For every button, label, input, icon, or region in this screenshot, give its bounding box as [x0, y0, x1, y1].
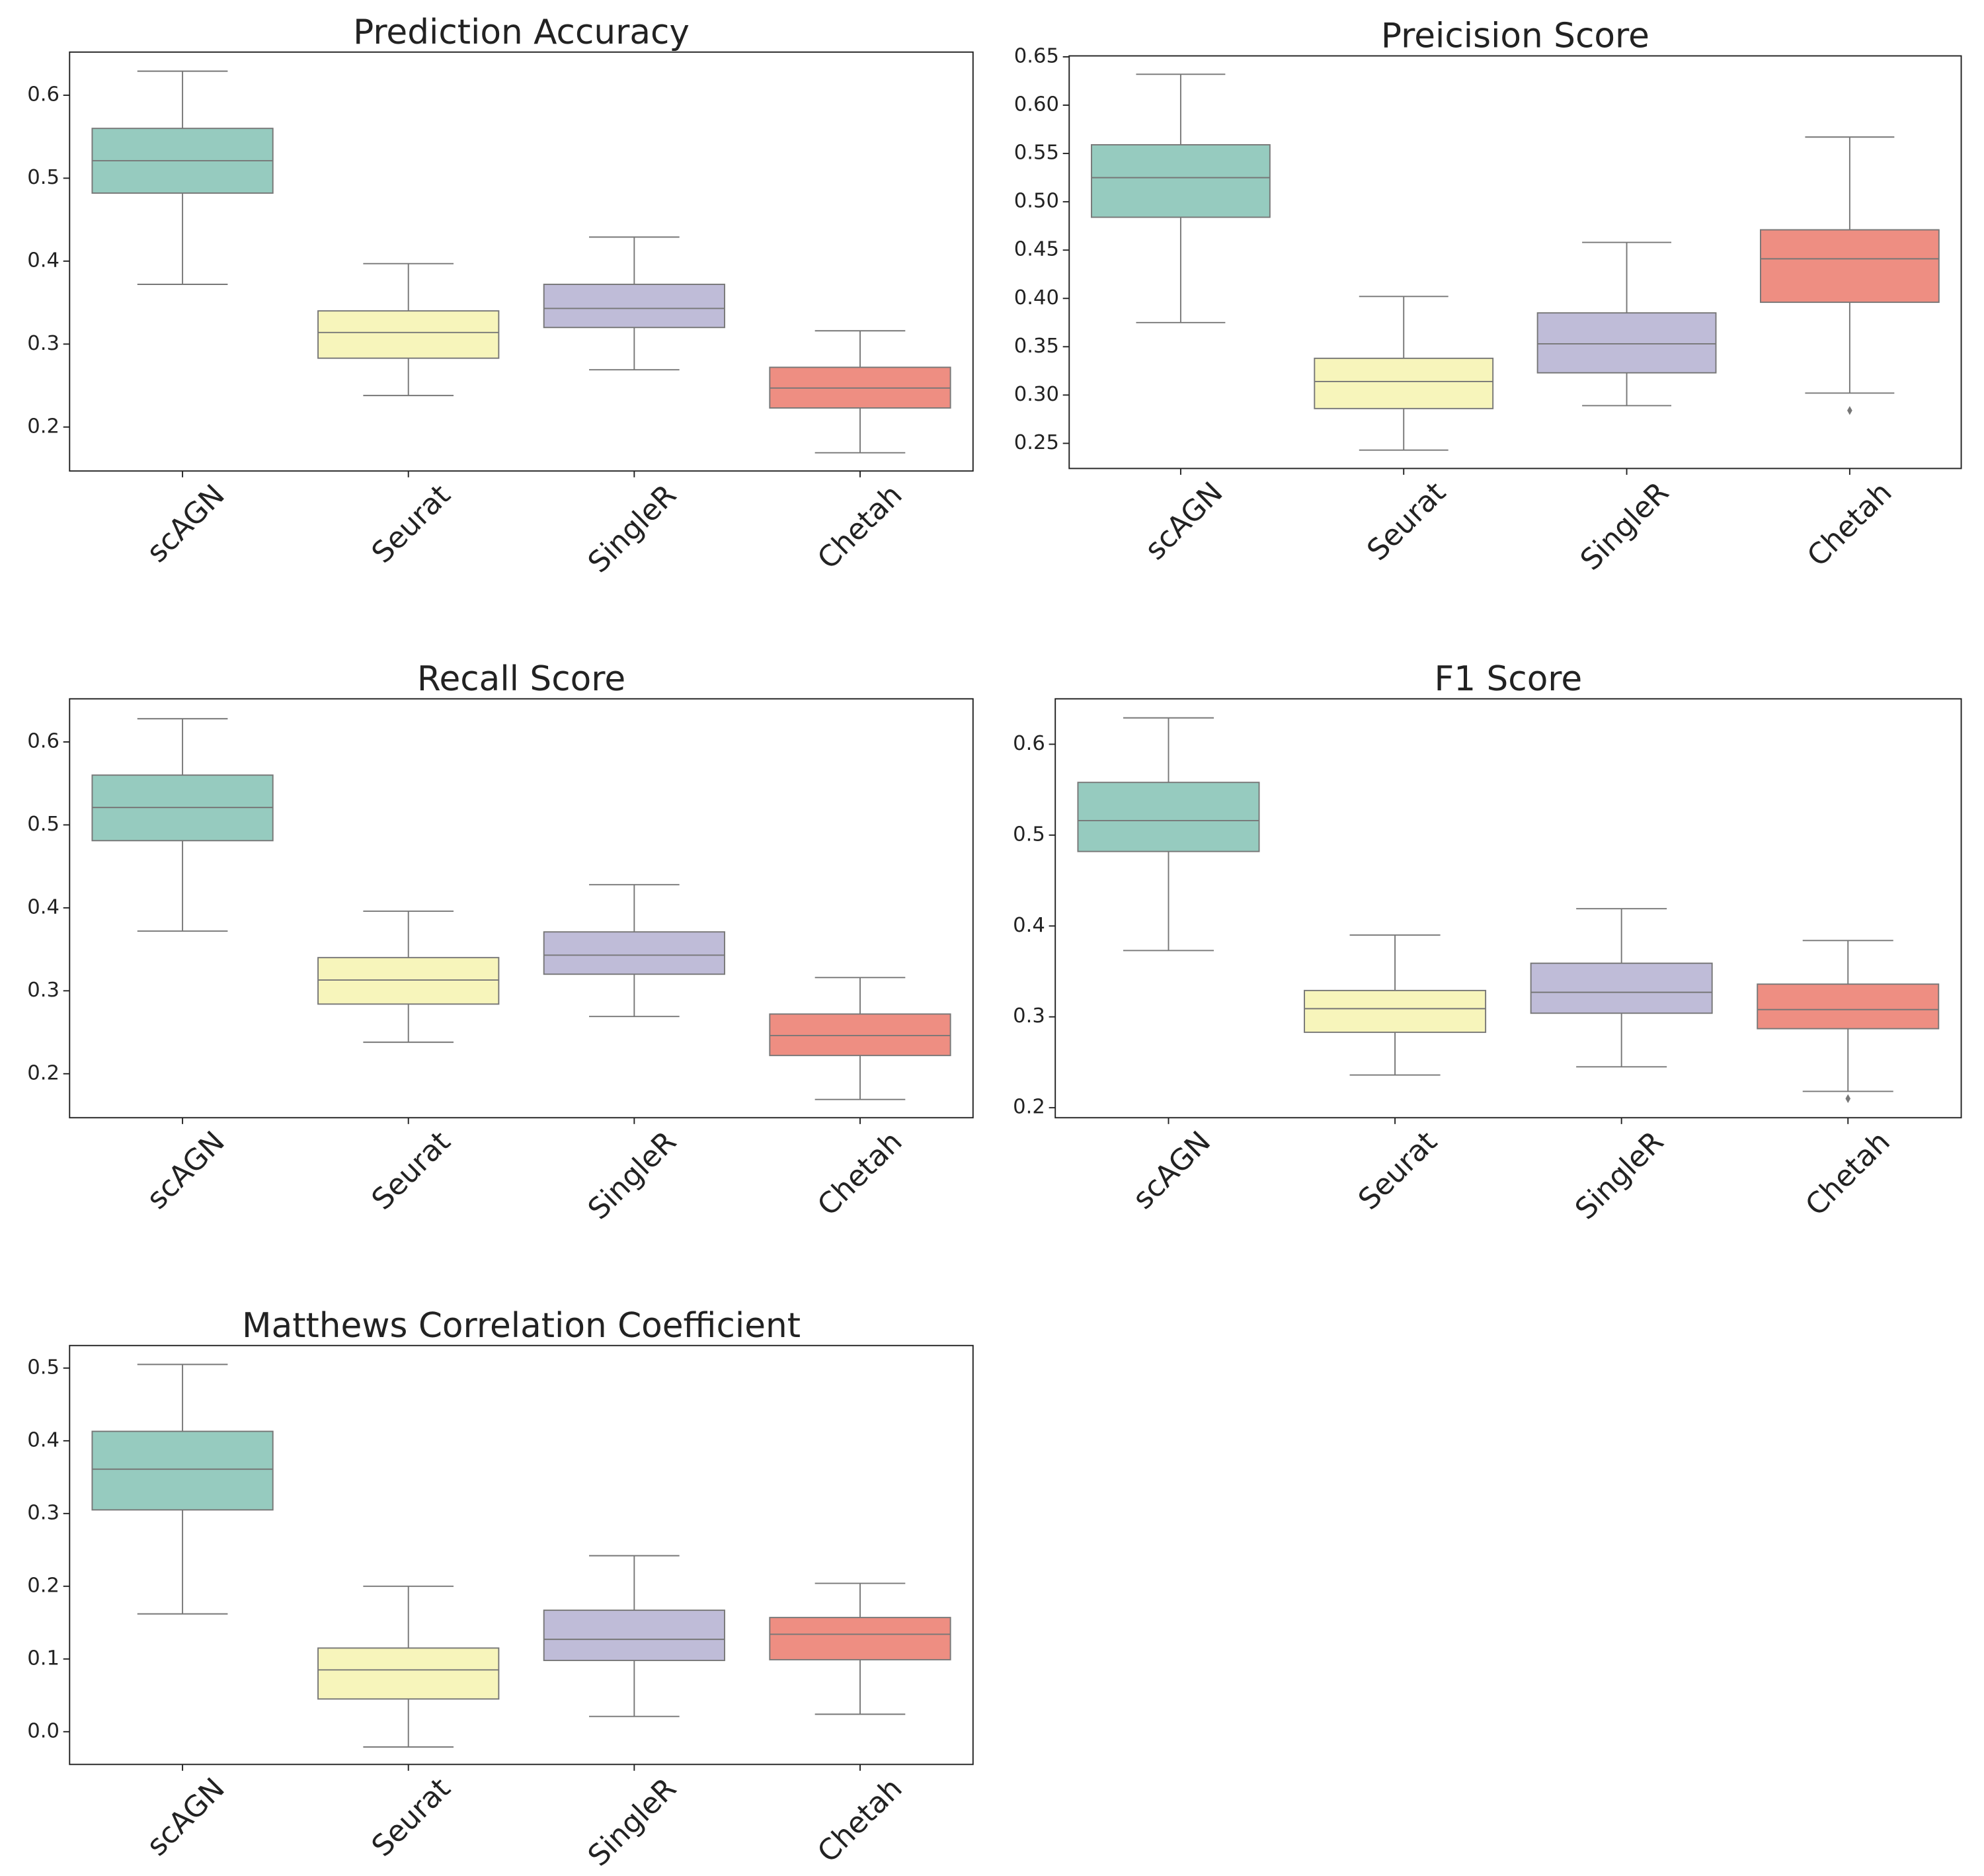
y-tick-label: 0.5 [27, 1356, 60, 1379]
y-tick-label: 0.2 [1013, 1096, 1045, 1119]
x-tick-label: Chetah [811, 1125, 909, 1223]
y-tick-label: 0.3 [1013, 1004, 1045, 1028]
x-tick-label: Seurat [366, 478, 457, 570]
y-tick-label: 0.50 [1014, 190, 1059, 213]
y-tick-label: 0.55 [1014, 142, 1059, 165]
box [317, 1647, 500, 1700]
box [769, 1013, 951, 1057]
x-tick-label: scAGN [1127, 1125, 1217, 1215]
box [1077, 782, 1260, 852]
chart-title: Matthews Correlation Coefficient [242, 1306, 801, 1346]
y-tick-label: 0.45 [1014, 238, 1059, 261]
x-tick-label: Chetah [811, 478, 909, 576]
box [1757, 983, 1940, 1030]
x-tick-label: Seurat [366, 1125, 457, 1217]
y-tick-label: 0.3 [27, 979, 60, 1002]
box [543, 931, 725, 975]
y-tick-label: 0.60 [1014, 93, 1059, 116]
box [1536, 312, 1717, 374]
y-tick-label: 0.5 [27, 166, 60, 189]
x-tick-label: scAGN [140, 1772, 231, 1862]
x-tick-label: SingleR [1574, 475, 1675, 577]
box [543, 1610, 725, 1661]
y-tick-label: 0.65 [1014, 44, 1059, 67]
x-tick-label: SingleR [582, 478, 683, 579]
y-tick-label: 0.30 [1014, 383, 1059, 406]
chart-title: Prediction Accuracy [353, 13, 690, 52]
y-tick-label: 0.5 [1013, 823, 1045, 846]
y-tick-label: 0.25 [1014, 431, 1059, 454]
y-tick-label: 0.35 [1014, 335, 1059, 358]
y-tick-label: 0.40 [1014, 286, 1059, 309]
plot-frame [69, 51, 974, 472]
plot-frame [69, 698, 974, 1119]
y-tick-label: 0.4 [27, 1428, 60, 1451]
x-tick-label: Chetah [1801, 475, 1899, 573]
box [769, 1617, 951, 1660]
outlier [1847, 406, 1852, 415]
box [543, 284, 725, 329]
x-tick-label: scAGN [140, 478, 231, 569]
y-tick-label: 0.4 [27, 895, 60, 918]
y-tick-label: 0.4 [27, 249, 60, 272]
x-tick-label: Seurat [366, 1772, 457, 1863]
y-tick-label: 0.5 [27, 813, 60, 836]
x-tick-label: SingleR [582, 1125, 683, 1226]
y-tick-label: 0.2 [27, 415, 60, 438]
x-tick-label: scAGN [1138, 475, 1229, 566]
chart-title: Recall Score [417, 659, 625, 699]
box [1091, 143, 1271, 218]
plot-frame [69, 1344, 974, 1766]
box [1314, 357, 1494, 409]
x-tick-label: Seurat [1361, 475, 1452, 567]
y-tick-label: 0.1 [27, 1647, 60, 1670]
y-tick-label: 0.6 [27, 83, 60, 106]
x-tick-label: SingleR [1569, 1125, 1670, 1226]
y-tick-label: 0.6 [1013, 732, 1045, 755]
y-tick-label: 0.2 [27, 1574, 60, 1597]
x-tick-label: Chetah [1799, 1125, 1897, 1223]
box [317, 957, 500, 1005]
box [1759, 229, 1940, 304]
chart-title: Preicision Score [1381, 17, 1649, 56]
plot-frame [1054, 698, 1962, 1119]
y-tick-label: 0.4 [1013, 914, 1045, 937]
outlier [1845, 1094, 1851, 1104]
x-tick-label: SingleR [582, 1772, 683, 1873]
box [91, 1430, 274, 1511]
y-tick-label: 0.3 [27, 1501, 60, 1524]
plot-frame [1068, 55, 1962, 469]
y-tick-label: 0.2 [27, 1061, 60, 1084]
x-tick-label: Seurat [1352, 1125, 1444, 1217]
chart-title: F1 Score [1435, 659, 1583, 699]
y-tick-label: 0.6 [27, 730, 60, 753]
y-tick-label: 0.0 [27, 1719, 60, 1742]
x-tick-label: Chetah [811, 1772, 909, 1869]
box [317, 310, 500, 359]
box [1304, 989, 1487, 1034]
box [1530, 962, 1713, 1014]
x-tick-label: scAGN [140, 1125, 231, 1215]
y-tick-label: 0.3 [27, 332, 60, 355]
